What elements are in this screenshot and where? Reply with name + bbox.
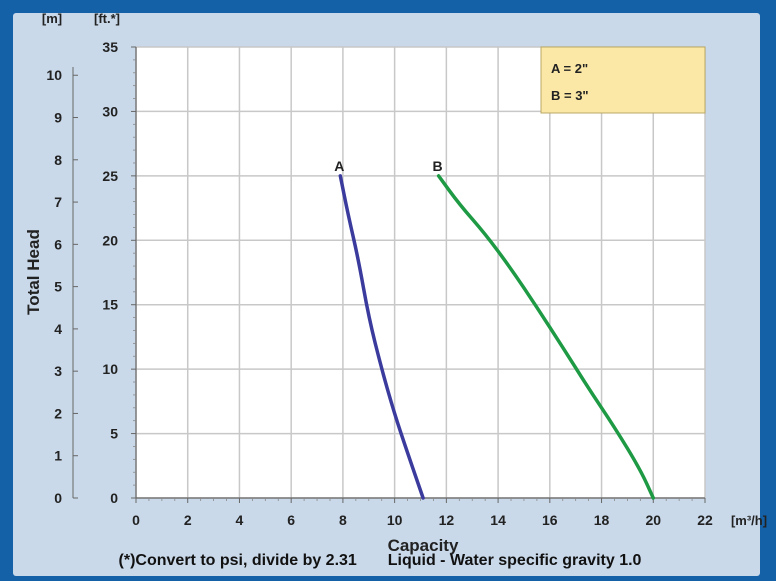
y-m-tick-label: 3: [54, 363, 62, 379]
x-tick-label: 4: [236, 512, 244, 528]
plot-area: [136, 47, 705, 498]
y-ft-tick-label: 30: [102, 103, 118, 119]
y-ft-tick-label: 25: [102, 168, 118, 184]
y-ft-tick-label: 10: [102, 361, 118, 377]
y-ft-tick-label: 0: [110, 490, 118, 506]
y-ft-tick-label: 35: [102, 39, 118, 55]
y-ft-tick-label: 20: [102, 232, 118, 248]
y-m-tick-label: 8: [54, 152, 62, 168]
legend: A = 2" B = 3": [540, 46, 706, 114]
footnote: (*)Convert to psi, divide by 2.31 Liquid…: [0, 552, 760, 570]
y-m-tick-label: 2: [54, 405, 62, 421]
footnote-liquid: Liquid - Water specific gravity 1.0: [387, 552, 642, 569]
y-m-tick-label: 1: [54, 448, 62, 464]
x-tick-label: 20: [645, 512, 661, 528]
y-ft-tick-label: 5: [110, 426, 118, 442]
y-m-tick-label: 4: [54, 321, 62, 337]
y-m-tick-label: 6: [54, 236, 62, 252]
y-ft-tick-label: 15: [102, 297, 118, 313]
x-tick-label: 22: [697, 512, 713, 528]
legend-box: [540, 46, 706, 114]
x-tick-label: 12: [439, 512, 455, 528]
axes: 0 2 4 6 8 10 12 14 16 18 20 22051015202530350123456…: [46, 39, 713, 528]
x-tick-label: 10: [387, 512, 403, 528]
x-tick-label: 8: [339, 512, 347, 528]
x-tick-label: 18: [594, 512, 610, 528]
x-tick-label: 16: [542, 512, 558, 528]
y-m-tick-label: 7: [54, 194, 62, 210]
x-tick-label: 0: [132, 512, 140, 528]
y-unit-ft: [ft.*]: [94, 11, 120, 26]
x-unit: [m³/h]: [731, 513, 767, 528]
x-tick-label: 6: [287, 512, 295, 528]
y-axis-label: Total Head: [24, 229, 43, 315]
y-unit-m: [m]: [42, 11, 62, 26]
series-label-a: A: [334, 158, 344, 174]
legend-entry: A = 2": [551, 61, 588, 76]
y-m-tick-label: 5: [54, 279, 62, 295]
y-m-tick-label: 9: [54, 110, 62, 126]
x-tick-label: 14: [490, 512, 506, 528]
series-label-b: B: [433, 158, 443, 174]
footnote-psi: (*)Convert to psi, divide by 2.31: [118, 552, 357, 569]
x-tick-label: 2: [184, 512, 192, 528]
series-line-b: [436, 174, 656, 500]
x-axis-label: Capacity: [388, 536, 459, 555]
legend-entry: B = 3": [551, 88, 589, 103]
series-line-a: [338, 174, 425, 500]
y-m-tick-label: 0: [54, 490, 62, 506]
y-m-tick-label: 10: [46, 67, 62, 83]
